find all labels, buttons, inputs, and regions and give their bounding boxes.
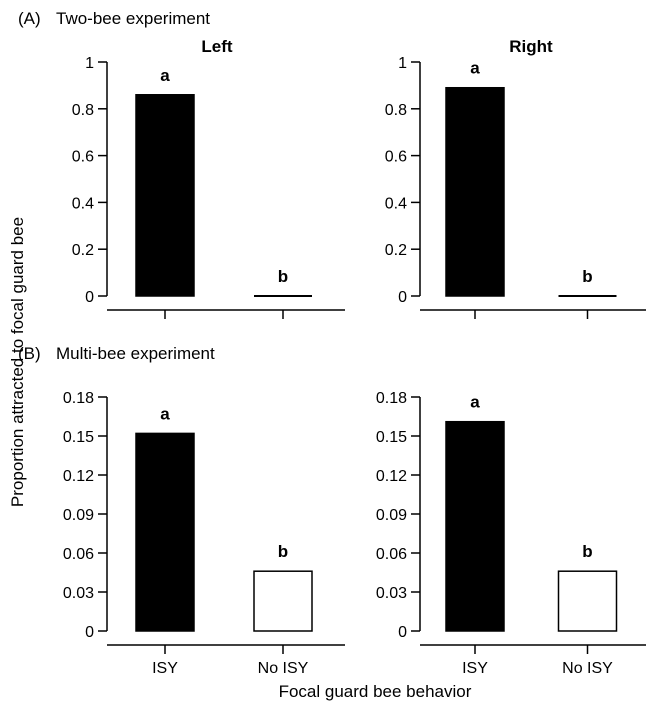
y-tick-label: 0 — [85, 289, 94, 306]
y-tick-label: 0.8 — [72, 102, 94, 119]
y-tick-label: 0.18 — [376, 390, 407, 407]
bar — [445, 86, 505, 297]
panel-title-b: Multi-bee experiment — [56, 344, 215, 363]
significance-letter: b — [582, 267, 592, 286]
y-tick-label: 0.09 — [376, 507, 407, 524]
y-tick-label: 0.8 — [385, 102, 407, 119]
significance-letter: a — [470, 59, 480, 78]
y-tick-label: 0.06 — [376, 546, 407, 563]
y-tick-label: 0.6 — [72, 149, 94, 166]
chart-two-bee-left: Left 0 0.2 0.4 0.6 0.8 1 a b — [72, 37, 345, 319]
y-tick-label: 0 — [398, 289, 407, 306]
y-tick-label: 0.6 — [385, 149, 407, 166]
chart-title: Left — [201, 37, 233, 56]
y-tick-label: 0.18 — [63, 390, 94, 407]
panel-label-a: (A) — [18, 9, 41, 28]
x-tick-label: ISY — [152, 660, 178, 677]
significance-letter: a — [470, 393, 480, 412]
significance-letter: b — [278, 267, 288, 286]
significance-letter: a — [160, 404, 170, 423]
x-tick-label: No ISY — [258, 660, 309, 677]
y-tick-label: 0.06 — [63, 546, 94, 563]
y-axis-title: Proportion attracted to focal guard bee — [8, 217, 27, 507]
bar — [253, 570, 313, 632]
y-tick-label: 0.12 — [63, 468, 94, 485]
y-tick-label: 0.09 — [63, 507, 94, 524]
significance-letter: b — [278, 542, 288, 561]
y-tick-label: 0.15 — [376, 429, 407, 446]
significance-letter: a — [160, 66, 170, 85]
y-tick-label: 0.15 — [63, 429, 94, 446]
chart-multi-bee-left: 0 0.03 0.06 0.09 0.12 0.15 0.18 a ISY b No ISY — [63, 390, 345, 677]
y-tick-label: 0.12 — [376, 468, 407, 485]
y-tick-label: 0.4 — [385, 195, 407, 212]
chart-two-bee-right: Right 0 0.2 0.4 0.6 0.8 1 a b — [385, 37, 646, 319]
y-tick-label: 0 — [85, 624, 94, 641]
x-tick-label: ISY — [462, 660, 488, 677]
bar — [557, 570, 618, 632]
x-axis-title: Focal guard bee behavior — [279, 682, 472, 701]
y-tick-label: 0.03 — [376, 585, 407, 602]
y-tick-label: 1 — [398, 55, 407, 72]
chart-multi-bee-right: 0 0.03 0.06 0.09 0.12 0.15 0.18 a ISY b No ISY — [376, 390, 646, 677]
y-tick-label: 0.03 — [63, 585, 94, 602]
bar — [135, 432, 195, 632]
bar — [135, 94, 195, 297]
x-tick-label: No ISY — [562, 660, 613, 677]
bar — [445, 420, 505, 632]
y-tick-label: 0.2 — [72, 242, 94, 259]
panel-label-b: (B) — [18, 344, 41, 363]
y-tick-label: 0 — [398, 624, 407, 641]
panel-title-a: Two-bee experiment — [56, 9, 210, 28]
significance-letter: b — [582, 542, 592, 561]
y-tick-label: 1 — [85, 55, 94, 72]
chart-title: Right — [509, 37, 553, 56]
y-tick-label: 0.2 — [385, 242, 407, 259]
y-tick-label: 0.4 — [72, 195, 94, 212]
